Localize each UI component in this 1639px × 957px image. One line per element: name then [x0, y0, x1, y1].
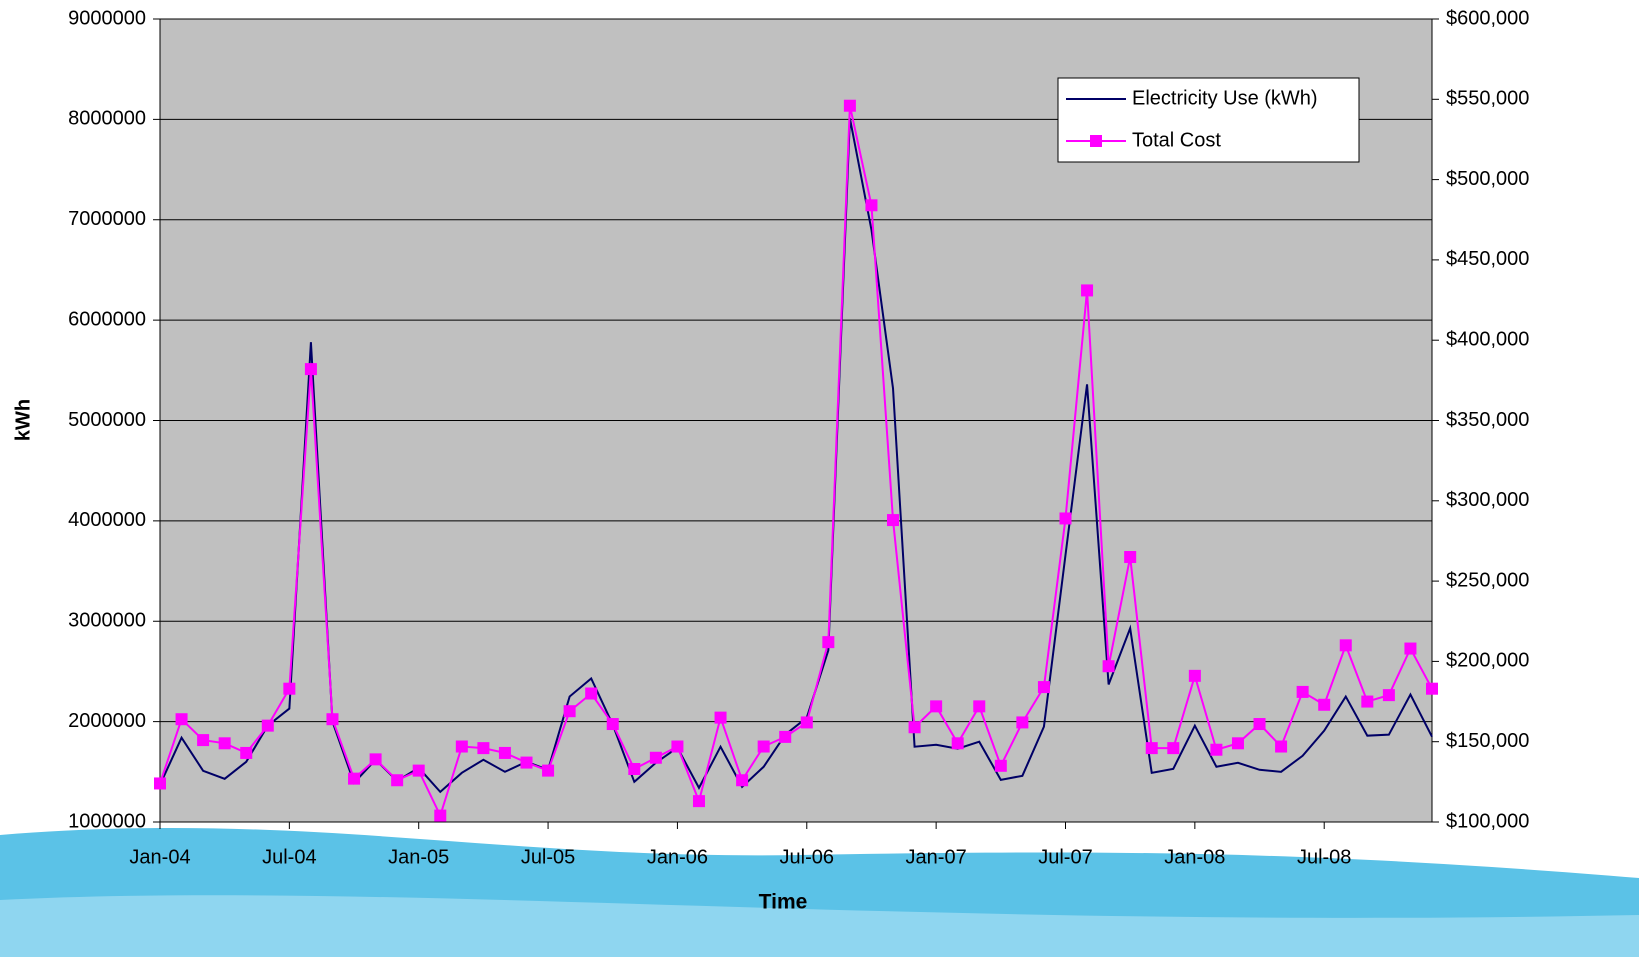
data-point: [1254, 718, 1266, 730]
y2-tick-label: $350,000: [1446, 409, 1529, 431]
x-tick-label: Jul-06: [780, 846, 834, 868]
data-point: [715, 712, 727, 724]
data-point: [909, 721, 921, 733]
y2-tick-label: $450,000: [1446, 248, 1529, 270]
y-tick-label: 7000000: [68, 208, 146, 230]
data-point: [413, 765, 425, 777]
data-point: [477, 742, 489, 754]
x-tick-label: Jul-08: [1297, 846, 1351, 868]
y-axis-title: kWh: [12, 399, 34, 441]
data-point: [1189, 670, 1201, 682]
data-point: [564, 705, 576, 717]
data-point: [1383, 689, 1395, 701]
y2-tick-label: $250,000: [1446, 569, 1529, 591]
data-point: [822, 636, 834, 648]
data-point: [865, 199, 877, 211]
x-tick-label: Jan-04: [129, 846, 190, 868]
data-point: [736, 774, 748, 786]
data-point: [1103, 660, 1115, 672]
data-point: [1167, 742, 1179, 754]
data-point: [758, 741, 770, 753]
y2-tick-label: $550,000: [1446, 88, 1529, 110]
data-point: [176, 713, 188, 725]
data-point: [1016, 716, 1028, 728]
data-point: [1340, 639, 1352, 651]
x-axis-title: Time: [759, 891, 808, 914]
legend-label: Electricity Use (kWh): [1132, 87, 1318, 109]
y-tick-label: 5000000: [68, 409, 146, 431]
data-point: [1124, 551, 1136, 563]
data-point: [262, 720, 274, 732]
y-tick-label: 1000000: [68, 810, 146, 832]
data-point: [1318, 699, 1330, 711]
y-tick-label: 4000000: [68, 509, 146, 531]
x-tick-label: Jul-05: [521, 846, 575, 868]
data-point: [391, 774, 403, 786]
data-point: [801, 716, 813, 728]
data-point: [887, 514, 899, 526]
y2-tick-label: $200,000: [1446, 650, 1529, 672]
data-point: [1361, 696, 1373, 708]
chart: Time kWh 1000000 2000000 3000000 4000000 500…: [0, 0, 1639, 957]
data-point: [542, 765, 554, 777]
y2-tick-label: $300,000: [1446, 489, 1529, 511]
data-point: [326, 713, 338, 725]
y2-tick-label: $400,000: [1446, 328, 1529, 350]
data-point: [1081, 284, 1093, 296]
y-tick-label: 2000000: [68, 710, 146, 732]
data-point: [1038, 681, 1050, 693]
data-point: [283, 683, 295, 695]
data-point: [844, 100, 856, 112]
data-point: [1426, 683, 1438, 695]
data-point: [521, 757, 533, 769]
data-point: [1210, 744, 1222, 756]
data-point: [154, 777, 166, 789]
data-point: [973, 700, 985, 712]
legend-marker: [1090, 135, 1102, 147]
data-point: [1297, 686, 1309, 698]
y-tick-label: 9000000: [68, 7, 146, 29]
data-point: [219, 737, 231, 749]
data-point: [930, 700, 942, 712]
x-tick-label: Jan-08: [1164, 846, 1225, 868]
data-point: [1059, 512, 1071, 524]
x-tick-label: Jul-04: [262, 846, 316, 868]
data-point: [952, 737, 964, 749]
x-tick-label: Jan-07: [906, 846, 967, 868]
data-point: [650, 752, 662, 764]
y-tick-label: 6000000: [68, 308, 146, 330]
x-tick-label: Jul-07: [1038, 846, 1092, 868]
data-point: [1404, 643, 1416, 655]
data-point: [779, 731, 791, 743]
data-point: [1146, 742, 1158, 754]
data-point: [585, 688, 597, 700]
x-tick-label: Jan-06: [647, 846, 708, 868]
legend-label: Total Cost: [1132, 129, 1221, 151]
y-tick-label: 3000000: [68, 610, 146, 632]
data-point: [370, 753, 382, 765]
data-point: [348, 773, 360, 785]
data-point: [671, 741, 683, 753]
y-tick-label: 8000000: [68, 108, 146, 130]
data-point: [456, 741, 468, 753]
y2-tick-label: $150,000: [1446, 730, 1529, 752]
data-point: [499, 747, 511, 759]
data-point: [305, 363, 317, 375]
x-tick-label: Jan-05: [388, 846, 449, 868]
y2-tick-label: $100,000: [1446, 810, 1529, 832]
data-point: [693, 795, 705, 807]
data-point: [628, 763, 640, 775]
data-point: [197, 734, 209, 746]
data-point: [995, 760, 1007, 772]
data-point: [607, 718, 619, 730]
data-point: [1275, 741, 1287, 753]
data-point: [1232, 737, 1244, 749]
y2-tick-label: $500,000: [1446, 168, 1529, 190]
data-point: [434, 810, 446, 822]
data-point: [240, 747, 252, 759]
y2-tick-label: $600,000: [1446, 7, 1529, 29]
